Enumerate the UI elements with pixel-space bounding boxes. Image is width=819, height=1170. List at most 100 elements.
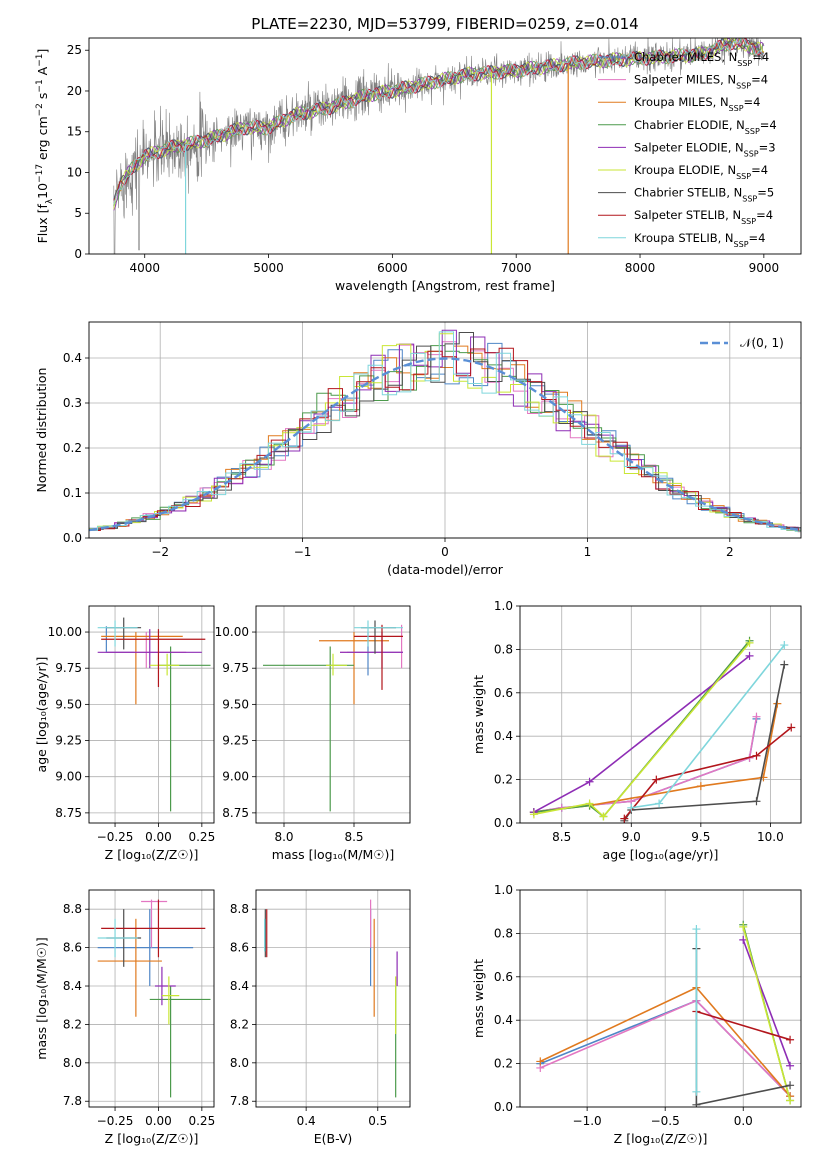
plot-area (89, 329, 801, 533)
legend-item: Kroupa STELIB, NSSP=4 (598, 231, 765, 249)
mass-weight-line (533, 640, 751, 818)
axes-frame (519, 605, 802, 824)
legend-label: 𝒩(0, 1) (740, 336, 784, 350)
plus-marker (787, 723, 796, 732)
plot-area (263, 620, 403, 812)
x-tick-label: 2 (726, 545, 734, 559)
plus-marker (786, 1061, 795, 1070)
y-axis-label: mass weight (471, 959, 486, 1038)
data-point (97, 918, 162, 1017)
plus-marker (752, 797, 761, 806)
normal-distribution-curve (89, 357, 801, 532)
legend-label-sub: SSP (729, 104, 744, 113)
legend-label-sub: SSP (745, 126, 760, 135)
y-axis-label: Flux [fλ10−17 erg cm−2 s−1 A−1] (35, 49, 55, 244)
y-tick-label: 8.8 (230, 902, 249, 916)
x-tick-label: −0.25 (97, 1114, 134, 1128)
y-tick-label: 9.50 (55, 697, 82, 711)
x-axis-label: age [log₁₀(age/yr)] (603, 847, 719, 862)
y-axis-label: age [log₁₀(age/yr)] (34, 657, 49, 773)
x-tick-label: 9000 (749, 261, 780, 275)
plus-marker (536, 1057, 545, 1066)
y-tick-label: 10.00 (215, 625, 249, 639)
y-tick-label: 8.6 (63, 941, 82, 955)
y-tick-label: 1.0 (494, 599, 513, 613)
legend-label-sub: SSP (741, 217, 756, 226)
legend-label-text: Chabrier STELIB, N (634, 186, 742, 200)
plot-area (529, 636, 796, 823)
legend-label: Chabrier MILES, NSSP=4 (634, 50, 769, 68)
y-axis-label-part: −2 (35, 103, 45, 116)
y-tick-label: 9.25 (222, 734, 249, 748)
x-tick-label: 8.5 (344, 830, 363, 844)
y-axis-label-part: A (35, 66, 50, 79)
y-tick-label: 8.0 (230, 1056, 249, 1070)
data-point (154, 966, 176, 1006)
plus-marker (786, 1096, 795, 1105)
data-point (141, 899, 168, 948)
y-tick-label: 9.25 (55, 734, 82, 748)
x-tick-label: 0.00 (145, 830, 172, 844)
mass-vs-ebv-panel: 0.4 0.5 7.8 8.0 8.2 8.4 8.6 8.8 E(B-V) (230, 889, 411, 1146)
legend-label-sub: SSP (736, 172, 751, 181)
plus-marker (599, 812, 608, 821)
y-tick-label: 8.2 (230, 1017, 249, 1031)
legend-label-count: =4 (760, 118, 777, 132)
y-tick-label: 8.8 (63, 902, 82, 916)
y-axis-label-part: λ (45, 198, 55, 204)
legend-label-count: =4 (744, 95, 761, 109)
y-tick-label: 5 (74, 206, 82, 220)
y-tick-label: 8.4 (230, 979, 249, 993)
histogram-series (89, 345, 801, 532)
model-spectrum (113, 38, 765, 205)
y-tick-label: 1.0 (494, 883, 513, 897)
mass-weight-line (742, 926, 791, 1101)
x-axis-label: (data-model)/error (387, 562, 504, 577)
legend-item: Chabrier STELIB, NSSP=5 (598, 186, 774, 203)
age-vs-metallicity-panel: −0.25 0.00 0.25 8.75 9.00 9.25 9.50 9.75 10.00 Z … (34, 605, 215, 862)
plus-marker (745, 638, 754, 647)
legend: Chabrier MILES, NSSP=4 Salpeter MILES, NS… (598, 50, 777, 248)
legend-label-text: Kroupa STELIB, N (634, 231, 734, 245)
mass-weight-vs-age-panel: 8.5 9.0 9.5 10.0 0.0 0.2 0.4 0.6 0.8 1.0 age [log₁… (471, 599, 802, 862)
x-tick-label: 0.4 (297, 1114, 316, 1128)
x-tick-label: 5000 (253, 261, 284, 275)
x-tick-label: 8000 (625, 261, 656, 275)
legend-label-count: =3 (759, 140, 776, 154)
data-point (97, 629, 202, 669)
y-axis-label-part: −17 (35, 164, 45, 183)
data-point (101, 899, 206, 958)
x-tick-label: 6000 (377, 261, 408, 275)
legend-label-count: =5 (757, 186, 774, 200)
x-axis-label: Z [log₁₀(Z/Z☉)] (614, 1131, 708, 1146)
legend-label: Kroupa STELIB, NSSP=4 (634, 231, 765, 249)
y-tick-label: 0.0 (494, 816, 513, 830)
plus-marker (620, 814, 629, 823)
data-point (97, 918, 138, 958)
y-tick-label: 9.75 (55, 661, 82, 675)
data-point (149, 986, 211, 1098)
y-tick-label: 0.6 (494, 970, 513, 984)
plus-marker (692, 925, 701, 934)
y-tick-label: 0.4 (494, 729, 513, 743)
plus-marker (786, 1035, 795, 1044)
x-tick-label: 0.5 (368, 1114, 387, 1128)
mass-weight-line (533, 703, 779, 813)
y-axis-label-part: 10 (35, 183, 50, 199)
axes-frame (255, 889, 411, 1108)
x-tick-label: 10.0 (757, 830, 784, 844)
x-axis-label: wavelength [Angstrom, rest frame] (335, 278, 555, 293)
spectrum-panel: 4000 5000 6000 7000 8000 9000 0 5 10 15 20 25 wavele… (35, 37, 802, 293)
plot-area (97, 617, 211, 812)
legend-label: Kroupa MILES, NSSP=4 (634, 95, 760, 113)
plus-marker (752, 712, 761, 721)
data-point (354, 620, 403, 647)
y-tick-label: 0.0 (63, 531, 82, 545)
data-point (161, 976, 180, 1025)
plus-marker (780, 660, 789, 669)
y-tick-label: 8.0 (63, 1056, 82, 1070)
legend-label: Salpeter MILES, NSSP=4 (634, 73, 768, 91)
legend-label-text: Kroupa ELODIE, N (634, 163, 736, 177)
y-tick-label: 8.6 (230, 941, 249, 955)
y-tick-label: 7.8 (230, 1094, 249, 1108)
